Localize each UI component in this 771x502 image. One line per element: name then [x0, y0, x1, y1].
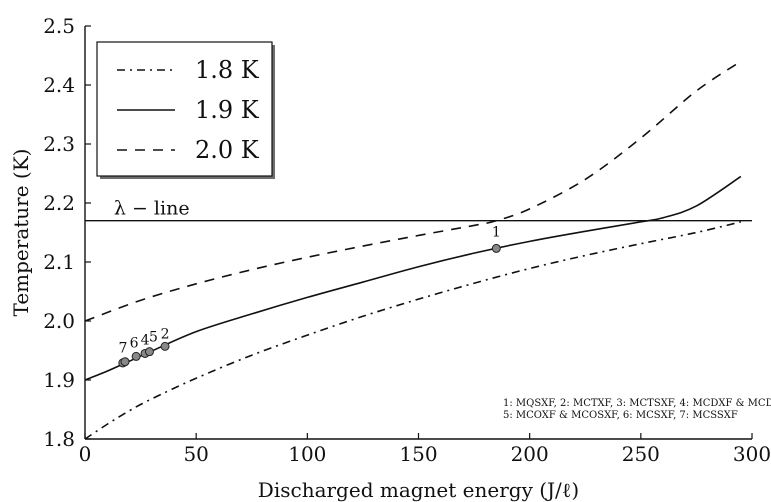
y-tick-label: 2.4	[43, 73, 75, 97]
y-tick-label: 2.2	[43, 191, 75, 215]
data-point-6	[132, 352, 140, 360]
point-label-1: 1	[492, 224, 501, 240]
x-tick-label: 100	[288, 442, 326, 466]
annotation-line-2: 5: MCOXF & MCOSXF, 6: MCSXF, 7: MCSSXF	[503, 410, 738, 421]
y-tick-label: 1.8	[43, 427, 75, 451]
x-tick-label: 250	[622, 442, 660, 466]
x-tick-label: 300	[733, 442, 771, 466]
x-tick-label: 50	[183, 442, 208, 466]
y-tick-label: 2.1	[43, 250, 75, 274]
point-label-2: 2	[161, 326, 170, 342]
legend-layer: 1.8 K 1.9 K 2.0 K	[97, 42, 275, 179]
y-tick-label: 2.0	[43, 309, 75, 333]
y-tick-label: 2.5	[43, 14, 75, 38]
legend-label-3: 2.0 K	[195, 136, 260, 164]
point-label-5: 5	[149, 330, 158, 346]
y-tick-label: 1.9	[43, 368, 75, 392]
x-tick-label: 0	[79, 442, 92, 466]
data-point-1	[492, 244, 500, 252]
y-tick-label: 2.3	[43, 132, 75, 156]
x-tick-label: 200	[511, 442, 549, 466]
data-point-7	[121, 358, 129, 366]
legend-label-2: 1.9 K	[195, 96, 260, 124]
lambda-line-label: λ − line	[114, 198, 190, 220]
legend-label-1: 1.8 K	[195, 56, 260, 84]
x-axis-title: Discharged magnet energy (J/ℓ)	[258, 478, 579, 502]
y-axis-title: Temperature (K)	[9, 149, 33, 317]
data-point-5	[145, 348, 153, 356]
point-label-7: 7	[119, 341, 128, 357]
x-tick-label: 150	[399, 442, 437, 466]
annotation-layer: 1: MQSXF, 2: MCTXF, 3: MCTSXF, 4: MCDXF …	[503, 398, 771, 421]
point-label-6: 6	[130, 335, 139, 351]
data-point-2	[161, 342, 169, 350]
annotation-line-1: 1: MQSXF, 2: MCTXF, 3: MCTSXF, 4: MCDXF …	[503, 398, 771, 409]
